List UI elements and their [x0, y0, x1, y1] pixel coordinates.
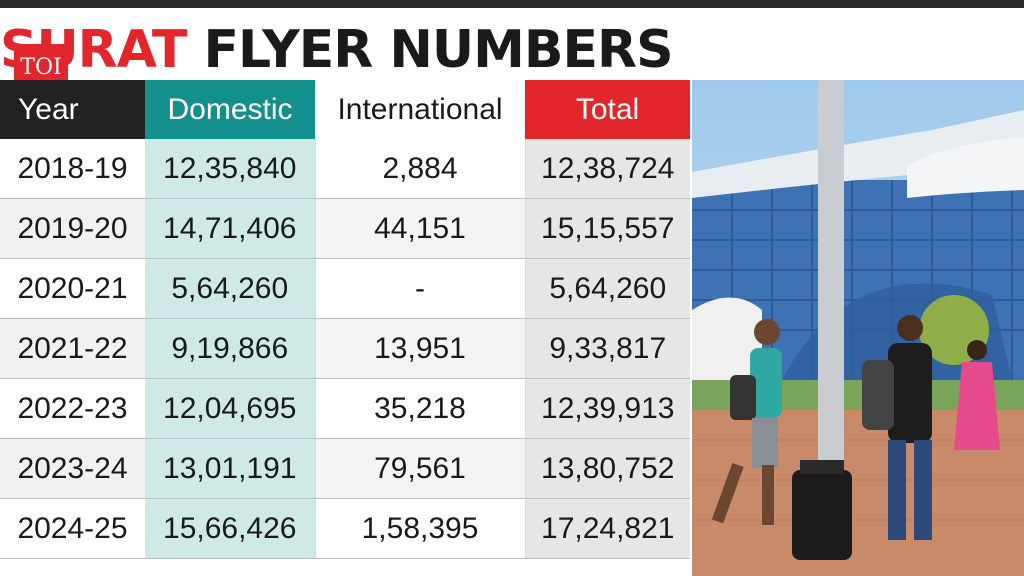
- cell-international: 2,884: [314, 139, 526, 199]
- header-total: Total: [525, 80, 690, 139]
- cell-total: 12,38,724: [525, 139, 690, 199]
- table-row: 2022-23 12,04,695 35,218 12,39,913: [0, 378, 690, 439]
- cell-domestic: 13,01,191: [145, 438, 315, 499]
- cell-total: 17,24,821: [525, 498, 690, 559]
- airport-photo: [692, 80, 1024, 576]
- table-row: 2020-21 5,64,260 - 5,64,260: [0, 258, 690, 319]
- headline-black: FLYER NUMBERS: [186, 20, 674, 80]
- cell-domestic: 12,04,695: [145, 378, 315, 439]
- cell-year: 2021-22: [0, 318, 145, 379]
- cell-international: 1,58,395: [314, 498, 526, 559]
- cell-year: 2023-24: [0, 438, 145, 499]
- cell-international: 13,951: [314, 318, 526, 379]
- cell-year: 2019-20: [0, 198, 145, 259]
- cell-year: 2020-21: [0, 258, 145, 319]
- table-row: 2018-19 12,35,840 2,884 12,38,724: [0, 139, 690, 199]
- cell-total: 13,80,752: [525, 438, 690, 499]
- cell-total: 12,39,913: [525, 378, 690, 439]
- cell-international: 35,218: [314, 378, 526, 439]
- flyer-table: Year Domestic International Total 2018-1…: [0, 80, 690, 559]
- cell-total: 5,64,260: [525, 258, 690, 319]
- header-domestic: Domestic: [145, 80, 315, 139]
- header-row: Year Domestic International Total: [0, 80, 690, 139]
- table-row: 2024-25 15,66,426 1,58,395 17,24,821: [0, 498, 690, 559]
- header-year: Year: [0, 80, 145, 139]
- headline: SURAT FLYER NUMBERS: [0, 10, 1024, 80]
- cell-international: 79,561: [314, 438, 526, 499]
- cell-domestic: 5,64,260: [145, 258, 315, 319]
- cell-year: 2024-25: [0, 498, 145, 559]
- cell-international: -: [314, 258, 526, 319]
- cell-total: 9,33,817: [525, 318, 690, 379]
- cell-year: 2018-19: [0, 139, 145, 199]
- table-row: 2021-22 9,19,866 13,951 9,33,817: [0, 318, 690, 379]
- cell-total: 15,15,557: [525, 198, 690, 259]
- cell-domestic: 14,71,406: [145, 198, 315, 259]
- top-bar: [0, 0, 1024, 8]
- cell-international: 44,151: [314, 198, 526, 259]
- cell-domestic: 15,66,426: [145, 498, 315, 559]
- table-row: 2019-20 14,71,406 44,151 15,15,557: [0, 198, 690, 259]
- header-international: International: [315, 80, 525, 139]
- cell-year: 2022-23: [0, 378, 145, 439]
- cell-domestic: 12,35,840: [145, 139, 315, 199]
- table-row: 2023-24 13,01,191 79,561 13,80,752: [0, 438, 690, 499]
- cell-domestic: 9,19,866: [145, 318, 315, 379]
- headline-text: SURAT FLYER NUMBERS: [0, 18, 674, 82]
